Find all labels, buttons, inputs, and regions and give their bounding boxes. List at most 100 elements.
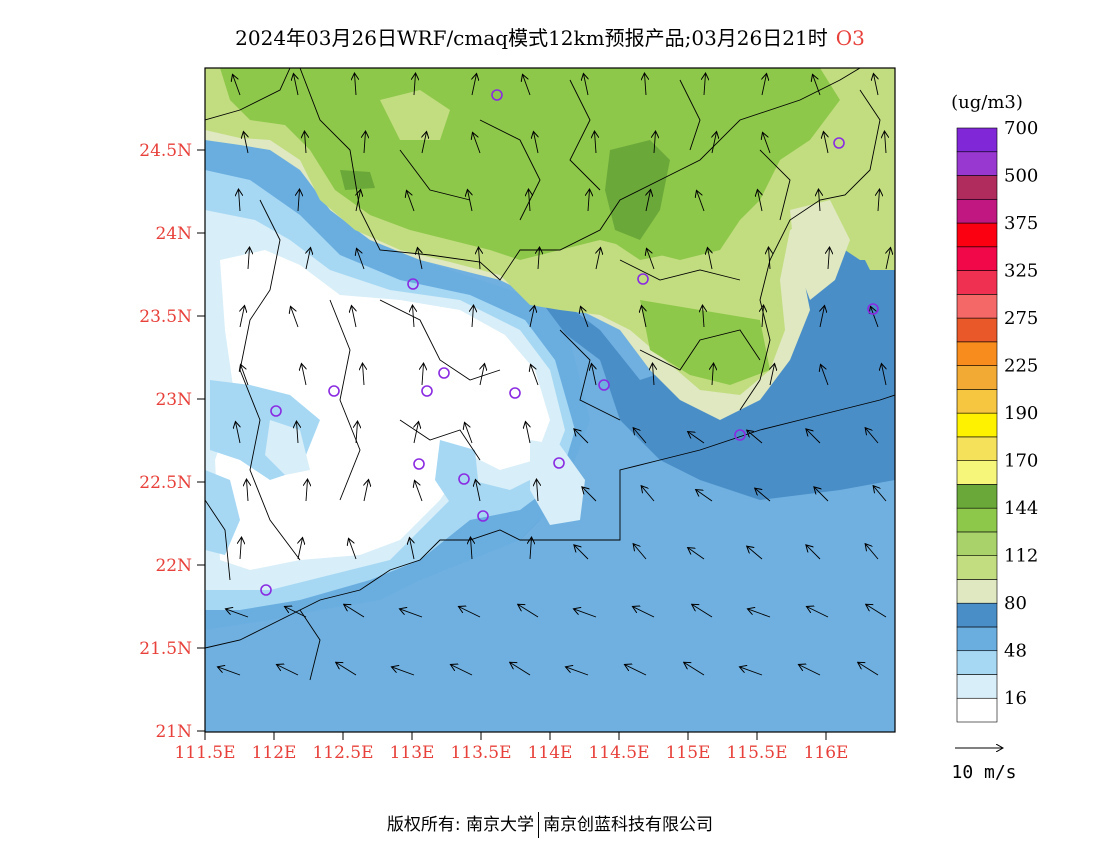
legend-label: 190: [1004, 403, 1038, 424]
wind-arrow: [641, 305, 646, 328]
lat-tick-label: 23.5N: [139, 307, 192, 327]
wind-arrow: [688, 548, 705, 560]
longitude-axis: 111.5E 112E 112.5E 113E 113.5E 114E 114.5E 115E…: [174, 732, 848, 763]
wind-arrow: [739, 667, 763, 676]
wind-arrow: [356, 248, 365, 270]
legend-color-bar: [956, 127, 998, 723]
wind-arrow: [306, 247, 311, 270]
legend-band: [956, 127, 998, 153]
legend-band: [956, 317, 998, 343]
wind-arrow: [298, 189, 300, 212]
monitoring-stations: [260, 89, 879, 596]
wind-arrow: [522, 74, 531, 96]
land-pale-green-east: [790, 200, 850, 300]
wind-arrow: [747, 430, 763, 444]
legend-band: [956, 270, 998, 295]
wind-arrow: [467, 189, 472, 212]
lat-tick-label: 21N: [155, 722, 192, 742]
wind-arrow: [422, 363, 424, 386]
wind-arrow: [414, 73, 416, 96]
lon-tick-label: 114E: [528, 743, 573, 763]
wind-arrow: [301, 363, 306, 386]
wind-arrow: [364, 479, 369, 502]
legend-band: [956, 294, 998, 319]
legend-band: [956, 484, 998, 509]
wind-arrow: [475, 479, 480, 502]
station-marker: [491, 89, 503, 101]
wind-arrow: [762, 132, 771, 154]
wind-arrow: [232, 74, 241, 96]
lon-tick-label: 111.5E: [174, 743, 235, 763]
wind-arrow: [580, 306, 589, 328]
wind-arrow: [747, 546, 763, 560]
land-pale-patch-5: [205, 470, 240, 555]
wind-arrow: [356, 189, 361, 212]
lon-tick-label: 115E: [666, 743, 711, 763]
legend-band: [956, 175, 998, 200]
legend-band: [956, 531, 998, 556]
station-marker: [270, 405, 282, 417]
wind-arrow: [306, 479, 308, 502]
lat-tick-label: 22N: [155, 556, 192, 576]
wind-arrow: [472, 132, 481, 154]
wind-arrow: [296, 421, 298, 444]
station-marker: [553, 457, 565, 469]
wind-arrow: [820, 364, 829, 386]
wind-arrow: [422, 131, 427, 154]
lat-tick-label: 24.5N: [139, 141, 192, 161]
legend-band: [956, 697, 998, 723]
wind-arrow: [243, 131, 248, 154]
wind-arrow: [406, 190, 415, 212]
legend-label: 16: [1004, 688, 1027, 709]
station-marker: [477, 510, 489, 522]
wind-arrow: [470, 537, 472, 560]
wind-arrow: [533, 131, 538, 154]
legend-band: [956, 341, 998, 366]
legend-label: 170: [1004, 451, 1038, 472]
land-pale-patch-3: [435, 440, 480, 510]
legend-label: 144: [1004, 498, 1038, 519]
wind-arrow: [290, 306, 299, 328]
wind-reference: 10 m/s: [951, 748, 1017, 783]
wind-arrow: [217, 667, 241, 676]
wind-arrow: [530, 364, 539, 386]
legend-label: 500: [1004, 166, 1038, 187]
legend-band: [956, 436, 998, 461]
legend-band: [956, 507, 998, 533]
copyright-right: 南京创蓝科技有限公司: [543, 815, 714, 835]
wind-arrow: [594, 131, 596, 154]
wind-arrow: [747, 609, 771, 618]
wind-arrow: [336, 662, 357, 676]
station-marker: [260, 584, 272, 596]
wind-arrow: [692, 604, 713, 618]
wind-arrow: [225, 609, 249, 618]
legend-label: 325: [1004, 261, 1038, 282]
wind-arrow: [240, 537, 242, 560]
lon-tick-label: 112E: [252, 743, 297, 763]
legend-band: [956, 602, 998, 628]
legend-band: [956, 626, 998, 652]
wind-arrow: [884, 131, 886, 154]
wind-arrow: [806, 429, 821, 444]
station-marker: [413, 458, 425, 470]
wind-arrow: [633, 544, 647, 560]
wind-arrow: [364, 131, 366, 154]
lat-tick-label: 22.5N: [139, 473, 192, 493]
lon-tick-label: 115.5E: [726, 743, 787, 763]
wind-reference-label: 10 m/s: [951, 762, 1016, 783]
wind-arrow: [806, 606, 829, 618]
station-marker: [598, 379, 610, 391]
wind-arrow: [866, 604, 887, 618]
wind-arrow: [240, 305, 245, 328]
wind-arrow: [538, 247, 540, 270]
wind-arrow: [510, 662, 531, 676]
wind-arrow: [646, 189, 651, 212]
wind-arrow: [362, 363, 364, 386]
land-white-core: [215, 250, 550, 570]
wind-arrow: [583, 73, 588, 96]
legend: (ug/m3) 16 48 80 112 144 170 190 225 275 325 375 50…: [951, 92, 1038, 783]
wind-arrow: [886, 247, 891, 270]
wind-arrow: [712, 131, 717, 154]
wind-arrow: [823, 131, 828, 154]
